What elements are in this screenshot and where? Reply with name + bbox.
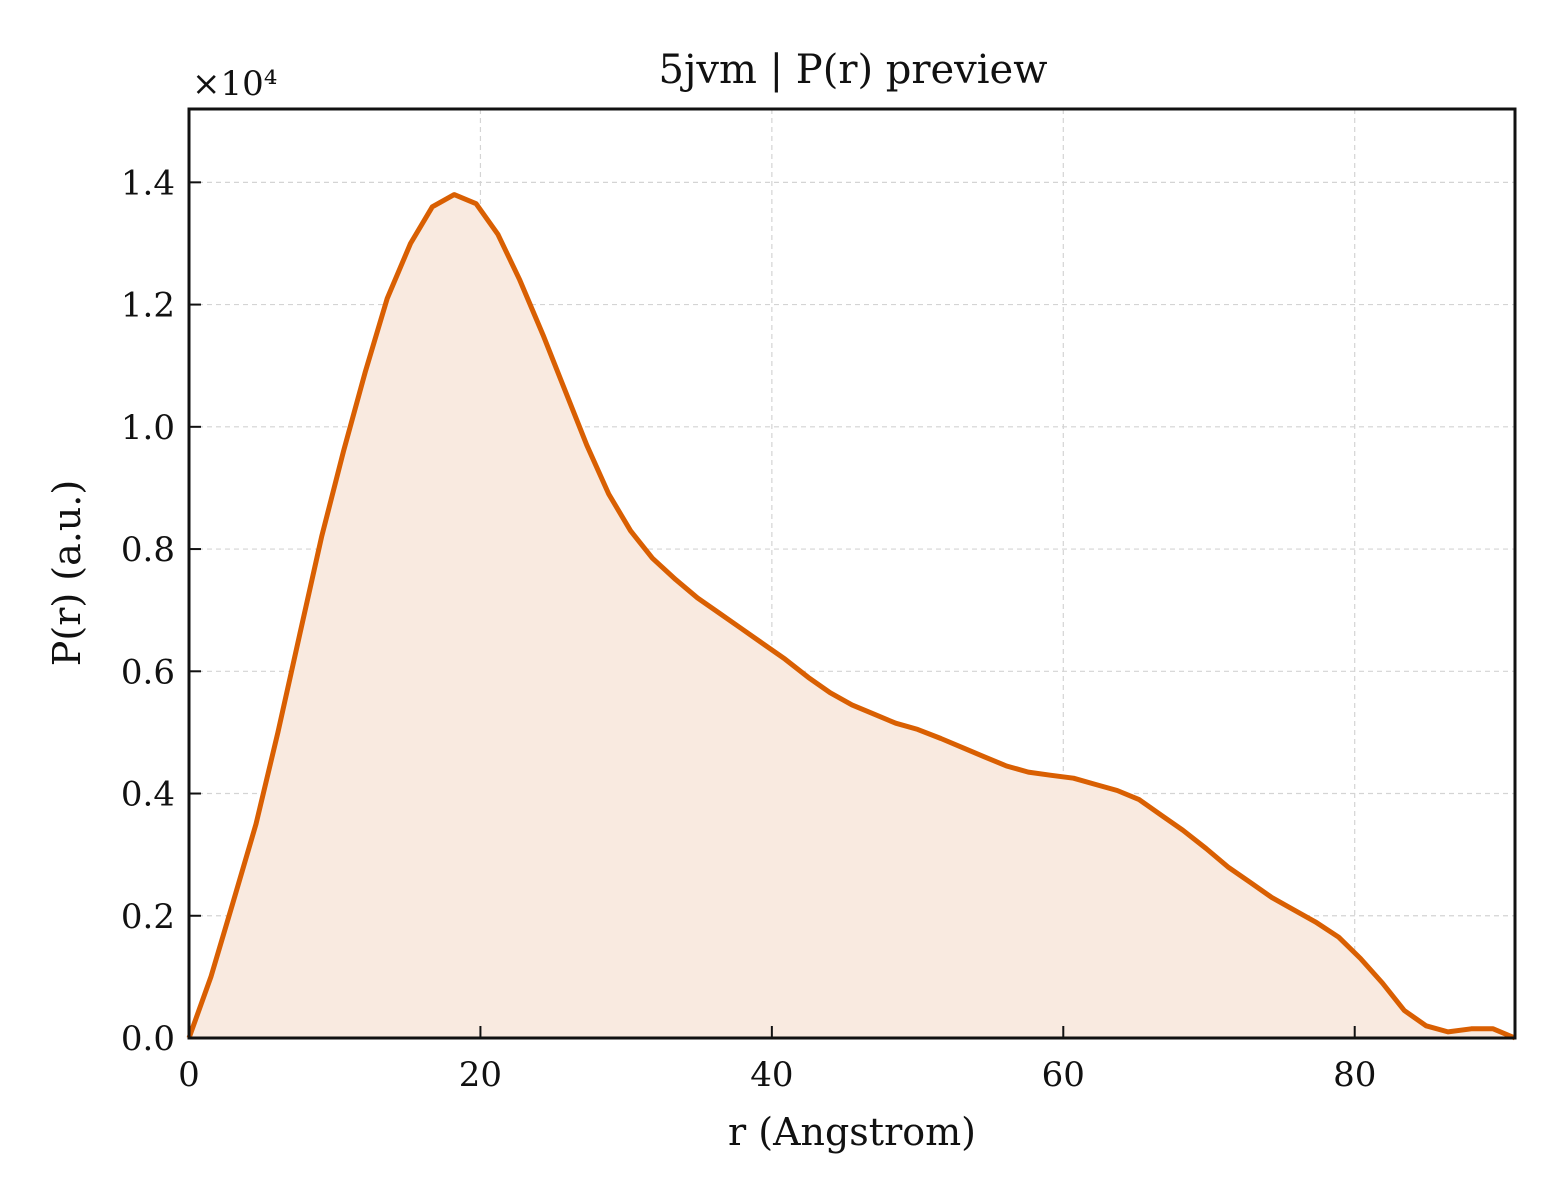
x-tick-label: 0 — [178, 1055, 200, 1095]
chart-title: 5jvm | P(r) preview — [659, 47, 1048, 93]
y-tick-label: 1.2 — [121, 286, 175, 326]
y-tick-label: 0.4 — [121, 775, 175, 815]
y-tick-label: 1.4 — [121, 163, 175, 203]
y-axis-label: P(r) (a.u.) — [45, 480, 89, 666]
x-tick-label: 60 — [1042, 1055, 1085, 1095]
x-tick-label: 80 — [1333, 1055, 1376, 1095]
y-tick-label: 0.8 — [121, 530, 175, 570]
x-tick-label: 40 — [750, 1055, 793, 1095]
ticks-layer: 0 20 40 60 80 0.0 0.2 0.4 0.6 0.8 1.0 1.2 1.4 — [121, 163, 1376, 1095]
series-line — [186, 192, 1516, 1041]
y-tick-label: 1.0 — [121, 408, 175, 448]
x-tick-label: 20 — [459, 1055, 502, 1095]
area-fill — [189, 194, 1515, 1039]
x-axis-label: r (Angstrom) — [728, 1110, 976, 1154]
y-tick-label: 0.0 — [121, 1019, 175, 1059]
y-offset-label: ×10⁴ — [192, 64, 277, 104]
y-tick-label: 0.2 — [121, 897, 175, 937]
y-tick-label: 0.6 — [121, 652, 175, 692]
plot-frame — [187, 107, 1517, 1040]
